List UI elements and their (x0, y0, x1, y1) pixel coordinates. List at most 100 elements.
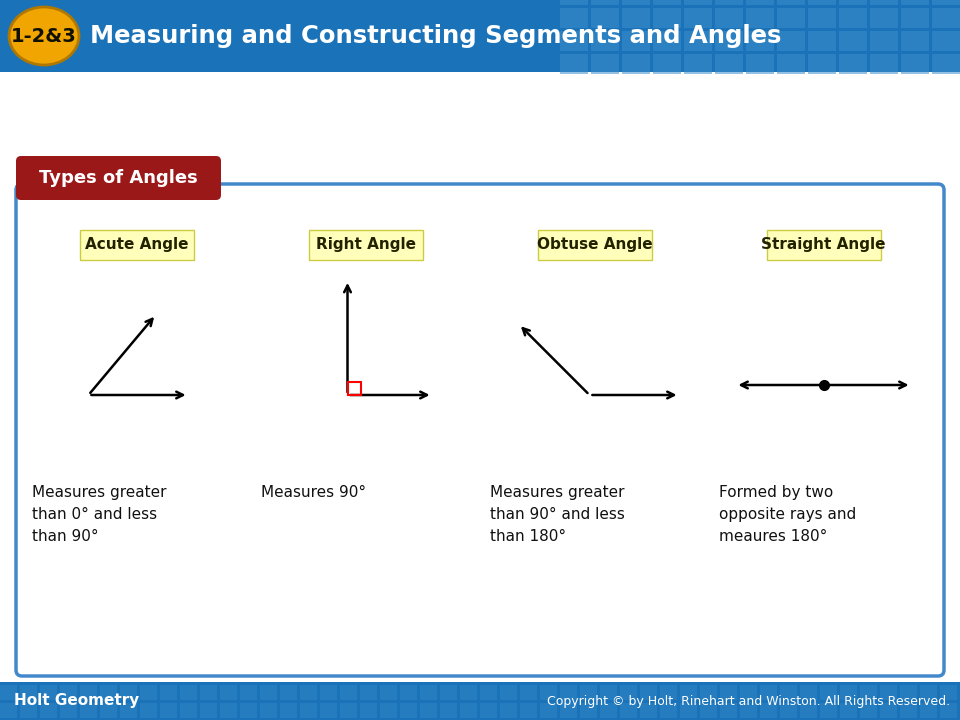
Bar (560, 8, 588, 28)
Bar (653, 0, 681, 5)
Bar (400, 685, 417, 700)
Bar (720, 685, 737, 700)
Text: Measuring and Constructing Segments and Angles: Measuring and Constructing Segments and … (90, 24, 781, 48)
Bar (777, 0, 805, 5)
Bar (460, 685, 477, 700)
Bar (715, 8, 743, 28)
Bar (880, 685, 897, 700)
Bar (746, 31, 774, 51)
Bar (220, 685, 237, 700)
Text: Right Angle: Right Angle (316, 238, 416, 253)
Bar (808, 0, 836, 5)
Bar (380, 703, 397, 718)
Text: Measures 90°: Measures 90° (261, 485, 366, 500)
Bar (140, 685, 157, 700)
Text: Obtuse Angle: Obtuse Angle (537, 238, 652, 253)
Bar (622, 54, 650, 74)
Bar (820, 685, 837, 700)
FancyBboxPatch shape (308, 230, 422, 260)
Bar (560, 54, 588, 74)
Bar (591, 54, 619, 74)
Bar (622, 8, 650, 28)
Bar (808, 8, 836, 28)
FancyBboxPatch shape (766, 230, 880, 260)
Bar (20, 685, 37, 700)
Text: Acute Angle: Acute Angle (84, 238, 188, 253)
Bar (40, 703, 57, 718)
Bar (901, 31, 929, 51)
Bar (808, 31, 836, 51)
Bar (440, 685, 457, 700)
Text: Formed by two
opposite rays and
meaures 180°: Formed by two opposite rays and meaures … (719, 485, 856, 544)
Bar (680, 685, 697, 700)
Bar (684, 31, 712, 51)
Bar (280, 703, 297, 718)
Bar (860, 703, 877, 718)
Bar (808, 54, 836, 74)
Bar (860, 685, 877, 700)
Bar (600, 703, 617, 718)
Bar (660, 703, 677, 718)
Bar (839, 31, 867, 51)
Bar (780, 703, 797, 718)
Bar (653, 31, 681, 51)
Bar (340, 703, 357, 718)
Bar (240, 703, 257, 718)
Bar (840, 685, 857, 700)
Bar (160, 703, 177, 718)
Bar (180, 685, 197, 700)
Bar (0, 703, 17, 718)
Bar (680, 703, 697, 718)
Bar (500, 703, 517, 718)
Bar (760, 703, 777, 718)
Bar (777, 54, 805, 74)
Bar (591, 8, 619, 28)
Text: Measures greater
than 90° and less
than 180°: Measures greater than 90° and less than … (490, 485, 625, 544)
Ellipse shape (9, 7, 79, 65)
Bar (480, 703, 497, 718)
Bar (0, 0, 960, 72)
Bar (560, 31, 588, 51)
Bar (620, 703, 637, 718)
FancyBboxPatch shape (80, 230, 194, 260)
Bar (260, 703, 277, 718)
Bar (746, 54, 774, 74)
Bar (700, 703, 717, 718)
Bar (420, 703, 437, 718)
Bar (715, 54, 743, 74)
Bar (120, 685, 137, 700)
Bar (715, 31, 743, 51)
Bar (140, 703, 157, 718)
Bar (591, 31, 619, 51)
Bar (220, 703, 237, 718)
Bar (820, 703, 837, 718)
Bar (932, 0, 960, 5)
Bar (740, 703, 757, 718)
Bar (920, 703, 937, 718)
Bar (100, 703, 117, 718)
Bar (260, 685, 277, 700)
Bar (440, 703, 457, 718)
Bar (870, 31, 898, 51)
Text: Straight Angle: Straight Angle (761, 238, 886, 253)
Bar (580, 703, 597, 718)
Bar (348, 382, 361, 395)
Bar (120, 703, 137, 718)
Bar (932, 8, 960, 28)
Bar (640, 685, 657, 700)
Bar (880, 703, 897, 718)
Bar (340, 685, 357, 700)
Bar (870, 54, 898, 74)
Bar (622, 31, 650, 51)
Bar (0, 682, 960, 720)
Bar (840, 703, 857, 718)
Bar (100, 685, 117, 700)
Bar (360, 685, 377, 700)
Bar (800, 685, 817, 700)
Bar (839, 54, 867, 74)
Bar (200, 685, 217, 700)
Bar (740, 685, 757, 700)
Bar (760, 685, 777, 700)
Bar (653, 54, 681, 74)
Bar (660, 685, 677, 700)
